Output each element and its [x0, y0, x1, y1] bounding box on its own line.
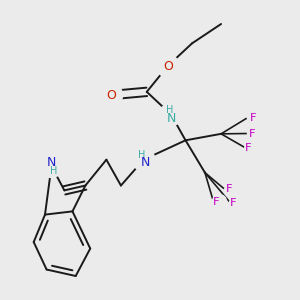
- Circle shape: [225, 182, 239, 197]
- Text: N: N: [166, 112, 176, 125]
- Text: H: H: [138, 149, 146, 160]
- Text: F: F: [230, 198, 236, 208]
- Text: F: F: [226, 184, 232, 194]
- Text: N: N: [140, 156, 150, 170]
- Circle shape: [40, 155, 63, 178]
- Text: F: F: [213, 197, 219, 207]
- Text: F: F: [250, 113, 256, 123]
- Text: O: O: [163, 59, 173, 73]
- Text: F: F: [250, 113, 256, 123]
- Circle shape: [248, 126, 262, 141]
- Text: N: N: [47, 156, 56, 170]
- Circle shape: [230, 196, 244, 210]
- Text: F: F: [226, 184, 232, 194]
- Circle shape: [245, 141, 259, 155]
- Text: F: F: [248, 128, 255, 139]
- Text: F: F: [245, 143, 252, 153]
- Text: F: F: [245, 143, 252, 153]
- Circle shape: [100, 84, 122, 106]
- Text: O: O: [106, 88, 116, 102]
- Text: H: H: [166, 105, 173, 115]
- Text: F: F: [213, 197, 219, 207]
- Circle shape: [212, 195, 226, 209]
- Circle shape: [132, 148, 155, 171]
- Text: F: F: [230, 198, 236, 208]
- Circle shape: [157, 55, 179, 77]
- Circle shape: [160, 103, 182, 126]
- Text: F: F: [248, 128, 255, 139]
- Circle shape: [250, 111, 264, 125]
- Text: H: H: [50, 166, 57, 176]
